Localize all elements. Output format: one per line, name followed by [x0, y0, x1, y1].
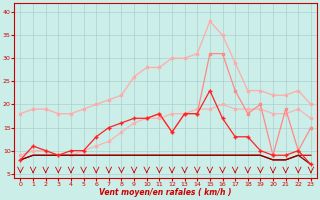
X-axis label: Vent moyen/en rafales ( km/h ): Vent moyen/en rafales ( km/h ) — [100, 188, 232, 197]
